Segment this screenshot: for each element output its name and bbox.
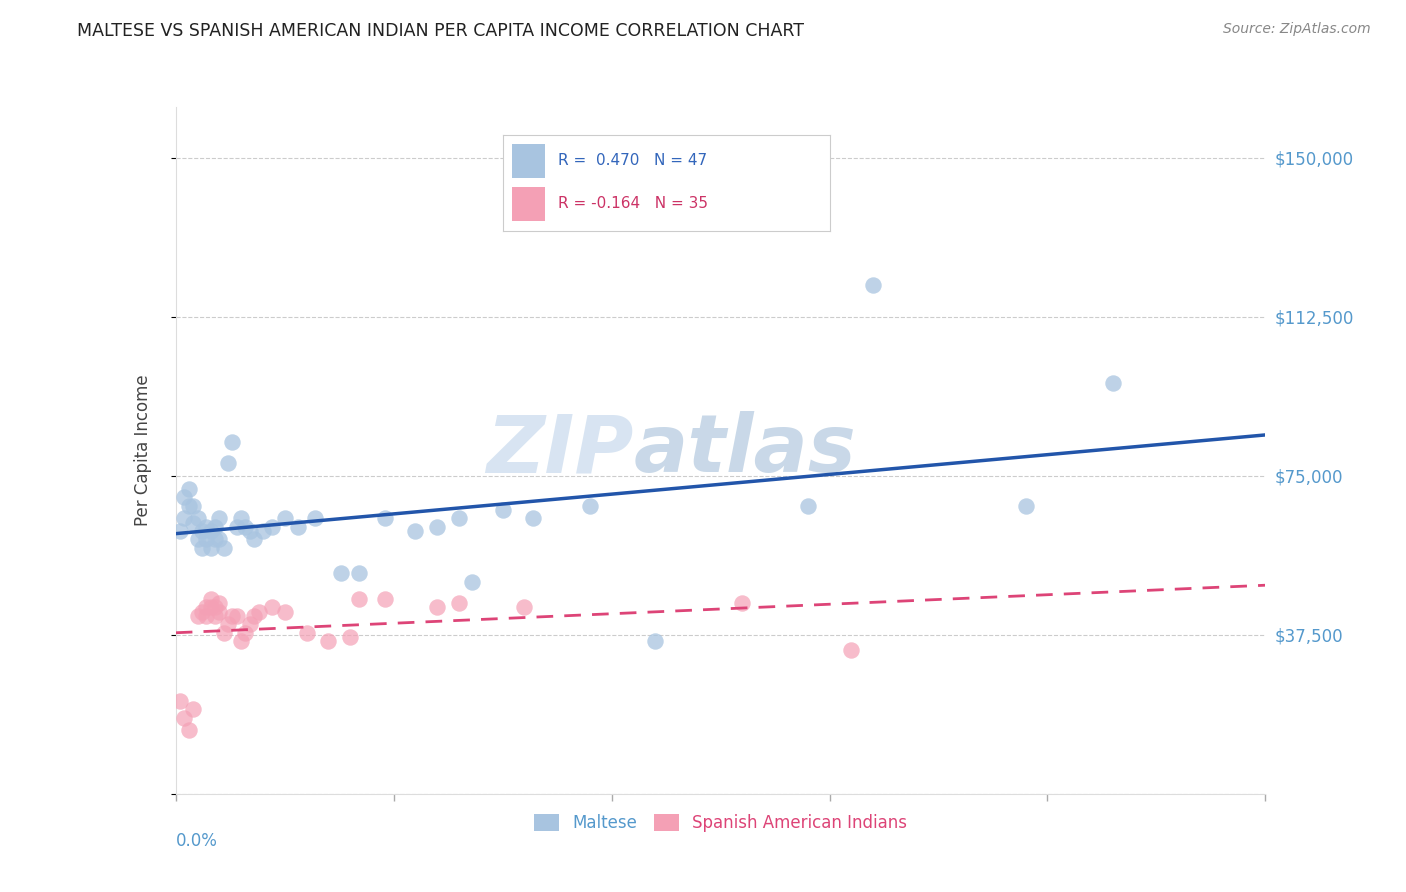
Point — [492, 503, 515, 517]
Point — [191, 605, 214, 619]
Point — [191, 541, 214, 555]
Point — [339, 630, 361, 644]
Point — [173, 511, 195, 525]
Point — [195, 533, 218, 547]
Point — [181, 702, 204, 716]
Point — [212, 541, 235, 555]
Point — [177, 499, 200, 513]
Point — [186, 608, 209, 623]
Point — [221, 608, 243, 623]
Point — [186, 511, 209, 525]
Point — [173, 490, 195, 504]
Point — [208, 533, 231, 547]
Point — [796, 499, 818, 513]
Point — [374, 511, 396, 525]
Point — [225, 608, 247, 623]
Point — [195, 520, 218, 534]
Point — [195, 608, 218, 623]
Point — [177, 482, 200, 496]
Point — [181, 499, 204, 513]
Point — [212, 625, 235, 640]
Point — [200, 524, 222, 538]
Point — [204, 520, 226, 534]
Point — [169, 693, 191, 707]
Point — [217, 617, 239, 632]
Point — [247, 605, 270, 619]
Point — [461, 574, 484, 589]
Point — [579, 499, 602, 513]
Point — [191, 524, 214, 538]
Point — [243, 533, 266, 547]
Point — [405, 524, 427, 538]
Point — [862, 278, 884, 293]
Point — [295, 625, 318, 640]
Point — [513, 600, 536, 615]
Point — [231, 634, 253, 648]
Point — [347, 591, 370, 606]
Legend: Maltese, Spanish American Indians: Maltese, Spanish American Indians — [526, 805, 915, 840]
Point — [231, 511, 253, 525]
Point — [374, 591, 396, 606]
Point — [169, 524, 191, 538]
Point — [260, 520, 283, 534]
Point — [1015, 499, 1038, 513]
Point — [217, 456, 239, 470]
Point — [208, 605, 231, 619]
Point — [841, 642, 863, 657]
Point — [347, 566, 370, 581]
Y-axis label: Per Capita Income: Per Capita Income — [134, 375, 152, 526]
Text: Source: ZipAtlas.com: Source: ZipAtlas.com — [1223, 22, 1371, 37]
Point — [235, 520, 257, 534]
Point — [181, 516, 204, 530]
Point — [318, 634, 340, 648]
Text: ZIP: ZIP — [486, 411, 633, 490]
Point — [235, 625, 257, 640]
Point — [287, 520, 309, 534]
Point — [208, 511, 231, 525]
Point — [522, 511, 544, 525]
Point — [239, 524, 262, 538]
Point — [447, 596, 470, 610]
Point — [239, 617, 262, 632]
Point — [252, 524, 274, 538]
Point — [330, 566, 353, 581]
Point — [200, 541, 222, 555]
Text: MALTESE VS SPANISH AMERICAN INDIAN PER CAPITA INCOME CORRELATION CHART: MALTESE VS SPANISH AMERICAN INDIAN PER C… — [77, 22, 804, 40]
Point — [204, 533, 226, 547]
Point — [274, 511, 297, 525]
Point — [200, 600, 222, 615]
Point — [195, 600, 218, 615]
Point — [225, 520, 247, 534]
Point — [204, 600, 226, 615]
Point — [426, 520, 449, 534]
Point — [221, 434, 243, 449]
Point — [186, 533, 209, 547]
Point — [426, 600, 449, 615]
Point — [200, 591, 222, 606]
Point — [731, 596, 754, 610]
Point — [260, 600, 283, 615]
Point — [447, 511, 470, 525]
Text: atlas: atlas — [633, 411, 856, 490]
Point — [243, 608, 266, 623]
Point — [274, 605, 297, 619]
Point — [177, 723, 200, 738]
Point — [173, 710, 195, 724]
Text: 0.0%: 0.0% — [176, 831, 218, 850]
Point — [1102, 376, 1125, 390]
Point — [208, 596, 231, 610]
Point — [204, 608, 226, 623]
Point — [304, 511, 326, 525]
Point — [644, 634, 666, 648]
